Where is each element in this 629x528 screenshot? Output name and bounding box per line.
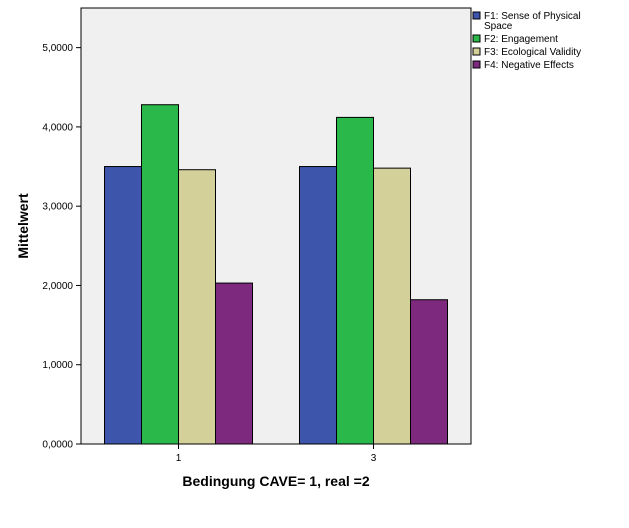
bar bbox=[336, 116, 374, 445]
y-tick-label: 2,0000 bbox=[42, 281, 73, 292]
y-tick-label: 1,0000 bbox=[42, 360, 73, 371]
y-tick-label: 5,0000 bbox=[42, 43, 73, 54]
bar bbox=[299, 166, 337, 445]
y-axis-title: Mittelwert bbox=[15, 193, 31, 259]
legend-label: F2: Engagement bbox=[484, 34, 558, 45]
legend-swatch bbox=[472, 34, 481, 43]
legend-label: F4: Negative Effects bbox=[484, 60, 574, 71]
y-tick-label: 3,0000 bbox=[42, 202, 73, 213]
bar bbox=[373, 167, 411, 445]
x-axis-title: Bedingung CAVE= 1, real =2 bbox=[182, 473, 369, 489]
x-tick-label: 3 bbox=[371, 453, 377, 464]
legend-swatch bbox=[472, 47, 481, 56]
legend-label: F1: Sense of Physical Space bbox=[484, 11, 581, 32]
bar bbox=[104, 166, 142, 445]
legend: F1: Sense of Physical Space F2: Engagement… bbox=[472, 11, 581, 71]
legend-swatch bbox=[472, 11, 481, 20]
x-tick-label: 1 bbox=[176, 453, 182, 464]
legend-swatch bbox=[472, 60, 481, 69]
bar bbox=[141, 104, 179, 445]
y-tick-label: 4,0000 bbox=[42, 122, 73, 133]
bar bbox=[215, 282, 253, 445]
bar bbox=[410, 299, 448, 445]
legend-label: F3: Ecological Validity bbox=[484, 47, 581, 58]
bar bbox=[178, 169, 216, 445]
y-tick-label: 0,0000 bbox=[42, 440, 73, 451]
